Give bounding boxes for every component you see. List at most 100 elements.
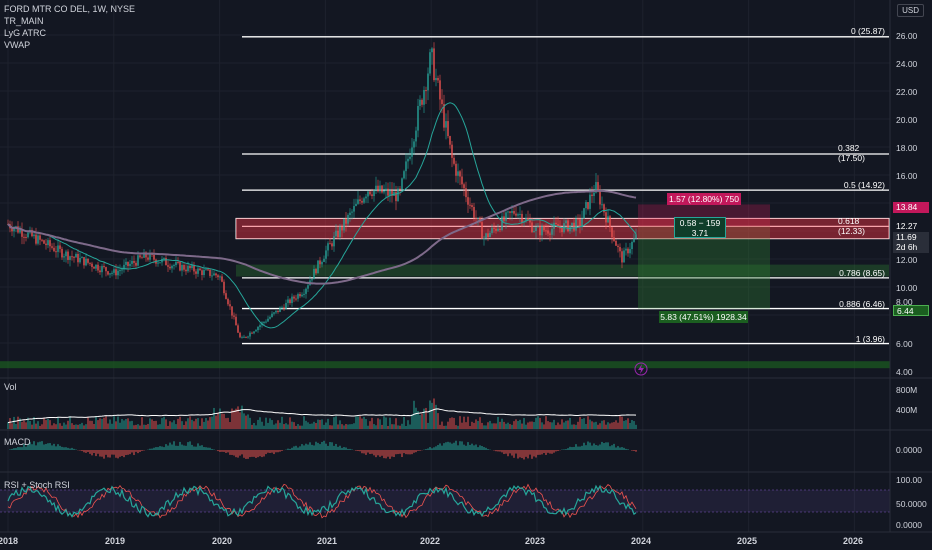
volume-bar	[577, 421, 579, 429]
volume-bar	[495, 423, 497, 429]
volume-bar	[207, 420, 209, 429]
volume-bar	[303, 416, 305, 429]
volume-bar	[449, 418, 451, 429]
lightning-bolt-glyph	[638, 364, 644, 374]
position-risk-label[interactable]: 1.57 (12.80%) 750	[667, 193, 741, 205]
macd-bar	[259, 450, 261, 457]
macd-bar	[437, 445, 439, 450]
candle-body	[395, 191, 397, 202]
volume-bar	[489, 420, 491, 429]
volume-bar	[173, 420, 175, 429]
candle-body	[191, 265, 193, 269]
volume-bar	[67, 420, 69, 429]
candle-body	[175, 261, 177, 266]
volume-bar	[9, 418, 11, 429]
volume-bar	[27, 417, 29, 429]
candle-body	[533, 230, 535, 232]
volume-bar	[341, 424, 343, 429]
lightning-icon[interactable]	[634, 362, 648, 376]
macd-bar	[443, 443, 445, 450]
volume-bar	[623, 420, 625, 429]
candle-body	[131, 260, 133, 264]
macd-bar	[297, 447, 299, 450]
currency-button[interactable]: USD	[897, 4, 924, 17]
candle-body	[495, 228, 497, 231]
macd-bar	[199, 445, 201, 450]
candle-body	[357, 199, 359, 204]
macd-bar	[273, 450, 275, 455]
macd-bar	[315, 441, 317, 450]
volume-bar	[155, 420, 157, 429]
volume-bar	[531, 421, 533, 429]
candle-body	[203, 269, 205, 276]
macd-bar	[569, 446, 571, 450]
position-center-label[interactable]: 0.58 − 159 3.71	[674, 217, 726, 238]
candle-body	[531, 222, 533, 232]
fib-retracement[interactable]	[235, 36, 890, 345]
macd-tick: 0.0000	[896, 445, 922, 455]
volume-bar	[311, 423, 313, 429]
volume-bar	[507, 422, 509, 429]
macd-bar	[307, 444, 309, 450]
symbol-title[interactable]: FORD MTR CO DEL, 1W, NYSE	[4, 4, 136, 14]
position-reward-label[interactable]: 5.83 (47.51%) 1928.34	[659, 311, 748, 323]
candle-body	[283, 307, 285, 310]
candle-body	[419, 99, 421, 106]
macd-bar	[621, 447, 623, 450]
volume-bar	[15, 424, 17, 429]
macd-pane-title[interactable]: MACD	[4, 437, 31, 447]
volume-bar	[487, 422, 489, 429]
macd-bar	[9, 449, 11, 450]
macd-bar	[231, 450, 233, 455]
candle-body	[109, 273, 111, 275]
candle-body	[501, 216, 503, 230]
macd-bar	[69, 448, 71, 450]
volume-bar	[217, 412, 219, 429]
macd-bar	[635, 450, 637, 452]
time-tick: 2022	[419, 536, 441, 546]
candle-body	[633, 238, 635, 242]
macd-bar	[203, 447, 205, 450]
indicator-tr-main[interactable]: TR_MAIN	[4, 16, 44, 26]
indicator-lyg-atrc[interactable]: LyG ATRC	[4, 28, 47, 38]
macd-bar	[257, 450, 259, 458]
rsi-pane-title[interactable]: RSI + Stoch RSI	[4, 480, 70, 490]
volume-bar	[481, 422, 483, 429]
candle-body	[493, 227, 495, 229]
candle-body	[111, 272, 113, 274]
candle-body	[571, 222, 573, 226]
candle-body	[469, 204, 471, 206]
macd-bar	[51, 445, 53, 450]
volume-bar	[283, 424, 285, 429]
volume-bar	[465, 422, 467, 429]
volume-bar	[137, 424, 139, 429]
indicator-vwap[interactable]: VWAP	[4, 40, 31, 50]
candle-body	[221, 276, 223, 282]
volume-bar	[355, 416, 357, 429]
volume-bar	[579, 416, 581, 429]
candle-body	[617, 245, 619, 248]
volume-bar	[415, 407, 417, 429]
candle-body	[195, 271, 197, 274]
macd-bar	[397, 450, 399, 455]
volume-bar	[417, 411, 419, 429]
macd-bar	[47, 443, 49, 450]
macd-bar	[189, 441, 191, 450]
volume-bar	[115, 421, 117, 429]
candle-body	[429, 52, 431, 74]
volume-pane-title[interactable]: Vol	[4, 382, 17, 392]
macd-bar	[45, 443, 47, 450]
macd-bar	[275, 450, 277, 453]
volume-bar	[567, 420, 569, 429]
rsi-band	[0, 490, 890, 512]
candle-body	[315, 269, 317, 274]
time-tick: 2025	[736, 536, 758, 546]
volume-bar	[581, 418, 583, 429]
candle-body	[421, 99, 423, 105]
candle-body	[517, 214, 519, 216]
volume-bar	[91, 420, 93, 429]
volume-bar	[383, 416, 385, 429]
candle-body	[153, 254, 155, 260]
volume-tick: 800M	[896, 385, 918, 395]
